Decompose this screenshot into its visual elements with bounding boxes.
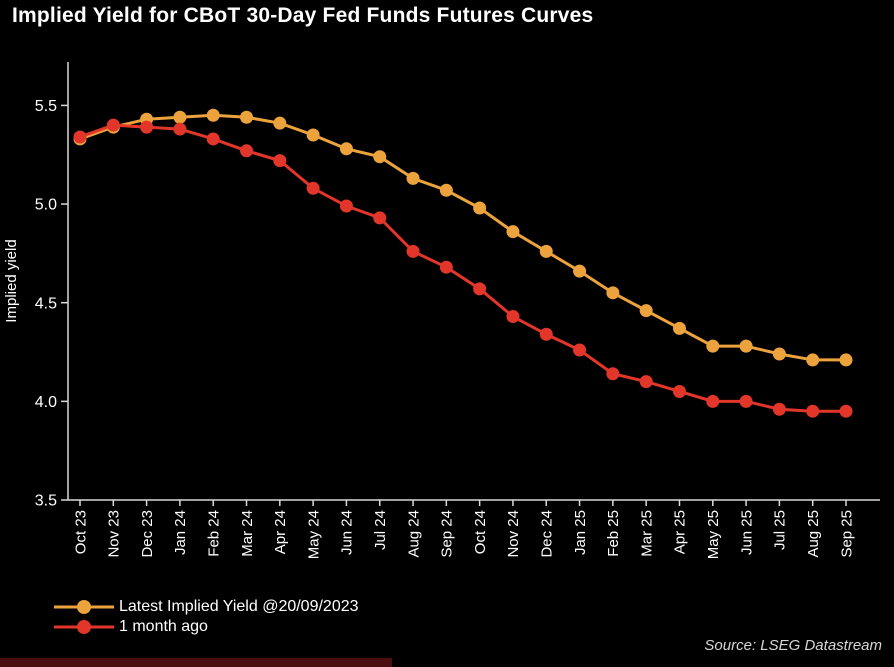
data-point [173, 110, 187, 124]
y-tick-label: 5.0 [35, 197, 57, 214]
data-point [839, 353, 853, 367]
series-line-1 [79, 123, 846, 413]
legend-marker-latest-icon [54, 600, 114, 614]
data-point [739, 339, 753, 353]
data-point [373, 211, 387, 225]
data-point [273, 116, 287, 130]
x-tick-label: Jul 24 [372, 510, 389, 550]
data-point [73, 130, 87, 144]
legend: Latest Implied Yield @20/09/2023 1 month… [52, 597, 359, 637]
legend-marker-month-ago-icon [54, 620, 114, 634]
x-tick-label: Jun 25 [738, 510, 755, 555]
data-point [739, 394, 753, 408]
x-tick-label: Jan 25 [572, 510, 589, 555]
data-point [473, 282, 487, 296]
y-tick-label: 5.5 [35, 98, 57, 115]
data-point [706, 339, 720, 353]
x-tick-label: Jan 24 [172, 510, 189, 555]
data-point [772, 402, 786, 416]
data-point [439, 260, 453, 274]
data-point [806, 353, 820, 367]
source-credit: Source: LSEG Datastream [704, 637, 882, 654]
bottom-strip [0, 658, 392, 667]
x-tick-label: Oct 24 [472, 510, 489, 554]
data-point [106, 118, 120, 132]
data-point [306, 181, 320, 195]
data-point [539, 327, 553, 341]
x-tick-label: Nov 24 [505, 510, 522, 558]
x-tick-label: Mar 25 [638, 510, 655, 557]
y-axis-label: Implied yield [3, 239, 20, 322]
data-point [606, 367, 620, 381]
y-tick-label: 4.5 [35, 295, 57, 312]
data-point [706, 394, 720, 408]
x-tick-label: Aug 25 [805, 510, 822, 558]
y-tick-label: 3.5 [35, 493, 57, 510]
data-point [573, 264, 587, 278]
data-point [573, 343, 587, 357]
data-point [639, 304, 653, 318]
x-tick-label: Nov 23 [106, 510, 123, 558]
x-tick-label: Sep 25 [838, 510, 855, 558]
x-tick-label: Feb 24 [205, 510, 222, 557]
data-point [406, 244, 420, 258]
data-point [506, 310, 520, 324]
x-tick-label: Oct 23 [72, 510, 89, 554]
legend-item-month-ago: 1 month ago [52, 617, 359, 637]
data-point [206, 108, 220, 122]
data-point [772, 347, 786, 361]
data-point [173, 122, 187, 136]
data-point [506, 225, 520, 239]
x-tick-label: Apr 24 [272, 510, 289, 554]
x-tick-label: Sep 24 [439, 510, 456, 558]
data-point [672, 384, 686, 398]
data-point [539, 244, 553, 258]
chart-title: Implied Yield for CBoT 30-Day Fed Funds … [12, 4, 594, 27]
data-point [639, 375, 653, 389]
data-point [606, 286, 620, 300]
data-point [206, 132, 220, 146]
x-tick-label: Aug 24 [405, 510, 422, 558]
data-point [806, 404, 820, 418]
x-tick-label: Feb 25 [605, 510, 622, 557]
series-line-0 [79, 113, 846, 362]
data-point [373, 150, 387, 164]
legend-label-latest: Latest Implied Yield @20/09/2023 [119, 598, 359, 615]
legend-label-month-ago: 1 month ago [119, 618, 208, 635]
x-tick-label: May 25 [705, 510, 722, 559]
data-point [473, 201, 487, 215]
data-point [273, 154, 287, 168]
x-tick-label: Dec 23 [139, 510, 156, 558]
legend-item-latest: Latest Implied Yield @20/09/2023 [52, 597, 359, 617]
x-tick-label: May 24 [305, 510, 322, 559]
x-tick-label: Jun 24 [339, 510, 356, 555]
data-point [439, 183, 453, 197]
plot-area: 3.5 4.0 4.5 5.0 5.5 Oct 23 Nov 23 Dec 23 Jan 24 F… [3, 62, 880, 559]
data-point [240, 110, 254, 124]
data-point [240, 144, 254, 158]
x-tick-label: Dec 24 [539, 510, 556, 558]
data-point [140, 120, 154, 134]
x-tick-label: Mar 24 [239, 510, 256, 557]
x-tick-label: Apr 25 [672, 510, 689, 554]
data-point [672, 321, 686, 335]
data-point [339, 199, 353, 213]
y-tick-label: 4.0 [35, 394, 57, 411]
x-tick-label: Jul 25 [772, 510, 789, 550]
data-point [839, 404, 853, 418]
data-point [406, 171, 420, 185]
data-point [339, 142, 353, 156]
data-point [306, 128, 320, 142]
